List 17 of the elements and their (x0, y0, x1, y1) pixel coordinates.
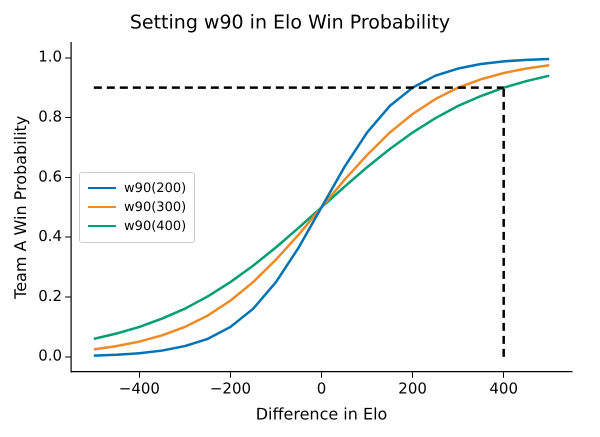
y-tick-label: 0.6 (38, 167, 62, 186)
x-tick-label: 400 (489, 380, 518, 398)
y-tick-label: 0.4 (38, 227, 62, 246)
x-tick-label: −400 (118, 380, 160, 398)
chart-title: Setting w90 in Elo Win Probability (130, 11, 450, 34)
legend-label: w90(300) (124, 200, 186, 215)
legend-label: w90(200) (124, 180, 186, 196)
x-tick-label: 200 (398, 380, 427, 398)
x-tick-label: 0 (316, 380, 326, 398)
y-axis-title: Team A Win Probability (10, 116, 30, 300)
y-tick-label: 0.0 (38, 346, 62, 365)
y-tick-label: 1.0 (38, 48, 62, 66)
y-tick-label: 0.8 (38, 107, 62, 126)
legend-label: w90(400) (124, 218, 186, 234)
x-tick-label: −200 (210, 380, 252, 398)
x-axis-title: Difference in Elo (256, 404, 388, 424)
y-tick-label: 0.2 (38, 286, 62, 305)
